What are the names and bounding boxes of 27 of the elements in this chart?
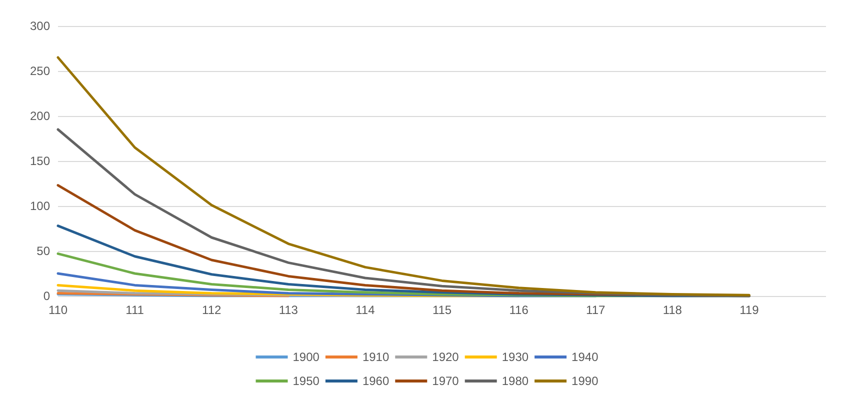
x-tick-label: 119 bbox=[740, 303, 760, 317]
y-tick-label: 200 bbox=[30, 109, 50, 123]
x-tick-label: 113 bbox=[278, 303, 298, 317]
x-tick-label: 110 bbox=[48, 303, 68, 317]
legend-label: 1900 bbox=[292, 350, 320, 364]
x-tick-label: 118 bbox=[662, 303, 682, 317]
legend-label: 1940 bbox=[572, 350, 599, 364]
legend-label: 1910 bbox=[362, 350, 390, 364]
x-tick-label: 114 bbox=[356, 303, 376, 317]
legend-label: 1980 bbox=[502, 374, 529, 388]
y-tick-label: 300 bbox=[30, 19, 50, 33]
legend-label: 1960 bbox=[362, 374, 390, 388]
y-tick-label: 150 bbox=[30, 154, 50, 168]
legend-label: 1920 bbox=[432, 350, 460, 364]
legend-label: 1950 bbox=[292, 374, 320, 388]
y-tick-label: 0 bbox=[43, 289, 50, 303]
legend-label: 1930 bbox=[502, 350, 529, 364]
x-tick-label: 115 bbox=[432, 303, 452, 317]
x-tick-label: 117 bbox=[586, 303, 606, 317]
x-tick-label: 111 bbox=[126, 303, 144, 317]
legend-label: 1990 bbox=[572, 374, 599, 388]
legend-label: 1970 bbox=[432, 374, 460, 388]
y-tick-label: 100 bbox=[30, 199, 50, 213]
x-tick-label: 116 bbox=[509, 303, 529, 317]
y-tick-label: 250 bbox=[30, 64, 50, 78]
x-tick-label: 112 bbox=[202, 303, 222, 317]
y-tick-label: 50 bbox=[36, 244, 50, 258]
